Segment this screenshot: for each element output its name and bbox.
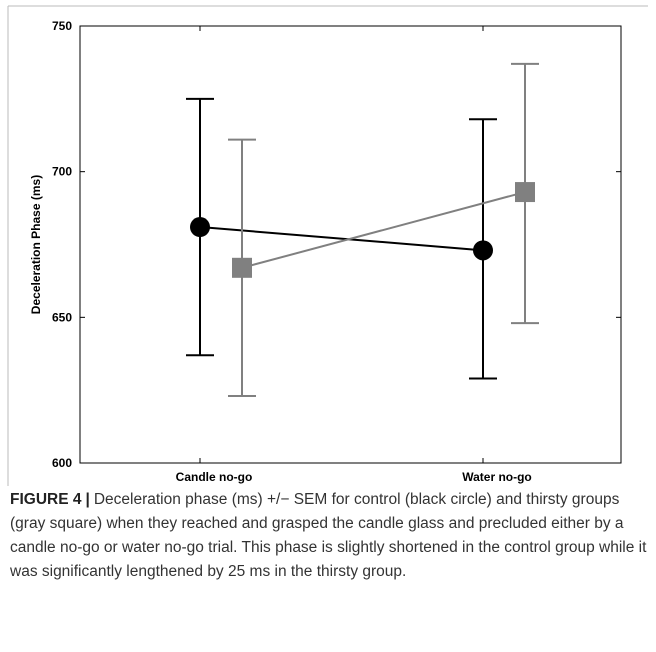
caption-text: Deceleration phase (ms) +/− SEM for cont… <box>10 491 647 580</box>
series-0-point-0 <box>190 217 210 238</box>
y-tick-label-600: 600 <box>52 456 72 470</box>
y-tick-label-700: 700 <box>52 165 72 179</box>
y-axis-label: Deceleration Phase (ms) <box>29 175 43 314</box>
series-1-line <box>241 191 526 269</box>
caption-separator: | <box>85 491 90 508</box>
plot-frame <box>79 25 622 464</box>
chart: 600 650 700 750 Candle no-go Water no-go Decel… <box>7 5 648 486</box>
x-tick-label-0: Candle no-go <box>176 470 253 484</box>
series-1-point-1 <box>515 182 535 203</box>
caption-label: FIGURE 4 <box>10 491 82 508</box>
figure-caption: FIGURE 4 | Deceleration phase (ms) +/− SEM… <box>10 488 650 584</box>
y-tick-label-750: 750 <box>52 19 72 33</box>
series-1-point-0 <box>232 257 252 278</box>
y-tick-label-650: 650 <box>52 310 72 324</box>
x-tick-label-1: Water no-go <box>462 470 532 484</box>
series-0-line <box>199 226 484 252</box>
series-0-point-1 <box>473 240 493 261</box>
